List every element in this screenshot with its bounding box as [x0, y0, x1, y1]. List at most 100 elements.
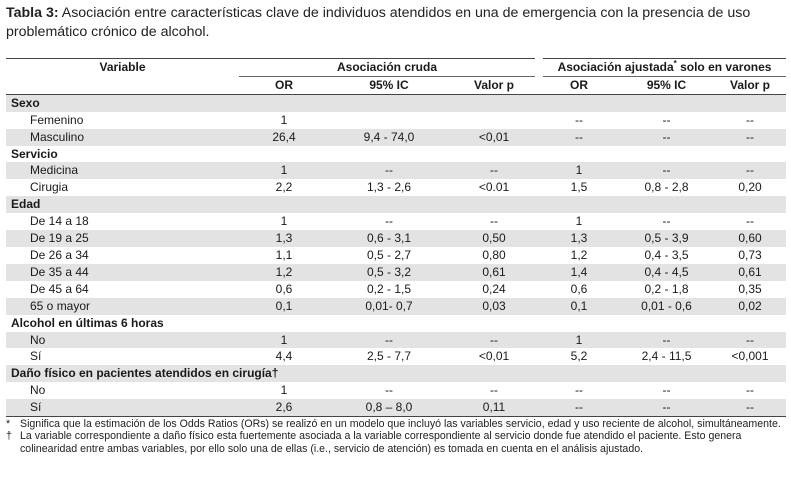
cell-value: 0,2 - 1,5	[366, 281, 412, 296]
footnote-mark: †	[6, 430, 12, 443]
table-row: Masculino 26,4 9,4 - 74,0 <0,01 -- -- --	[6, 128, 787, 146]
cell-value: --	[385, 214, 393, 229]
cell-value: 2,2	[275, 180, 293, 195]
row-label: Sí	[6, 399, 239, 418]
cell-value: 0,4 - 3,5	[644, 247, 689, 262]
header-group-adjusted: Asociación ajustada* solo en varones	[535, 58, 787, 77]
cell-value: --	[746, 214, 755, 229]
cell-value: 0,6	[570, 281, 588, 296]
header-p-crude: Valor p	[449, 76, 540, 95]
cell-value: 1,4	[539, 263, 620, 281]
cell-value: --	[662, 383, 671, 398]
cell-value: 2,4 - 11,5	[641, 349, 692, 364]
footnote-mark-asterisk: *	[673, 59, 677, 68]
cell-value: 1	[539, 162, 620, 180]
section-row: Servicio	[6, 146, 786, 163]
cell-value: 1,3	[239, 230, 329, 247]
header-p-adjusted: Valor p	[714, 76, 787, 95]
row-label: Sí	[30, 349, 42, 364]
cell-value: --	[539, 399, 620, 418]
cell-value: 0,1	[239, 297, 329, 315]
cell-value: 1	[280, 383, 288, 398]
header-row-sub: OR 95% IC Valor p OR 95% IC Valor p	[6, 76, 787, 95]
cell-value: 1	[280, 112, 288, 127]
cell-value: 0,1	[539, 297, 620, 315]
header-ci-adjusted: 95% IC	[619, 76, 715, 95]
cell-value: 0,80	[482, 247, 506, 262]
row-label: Medicina	[6, 162, 239, 180]
header-blank	[6, 76, 239, 95]
row-label: 65 o mayor	[6, 297, 239, 315]
table-row: De 45 a 64 0,6 0,2 - 1,5 0,24 0,6 0,2 - 1,8 0,…	[6, 281, 786, 298]
row-label: Cirugia	[30, 180, 69, 195]
cell-value: 1,5	[570, 180, 588, 195]
cell-value: <0,01	[478, 349, 510, 364]
footnotes: * Significa que la estimación de los Odd…	[6, 418, 786, 455]
table-row: Femenino 1 -- -- --	[6, 112, 786, 129]
cell-value: 9,4 - 74,0	[329, 128, 449, 146]
cell-value: 2,6	[239, 399, 329, 418]
header-variable: Variable	[6, 58, 239, 77]
cell-value: 1	[239, 331, 329, 349]
header-or-crude: OR	[239, 76, 329, 95]
row-label: Masculino	[6, 128, 239, 146]
cell-value: 1	[539, 331, 620, 349]
header-or-adjusted: OR	[539, 76, 620, 95]
cell-value: 0,5 - 3,9	[619, 230, 715, 247]
cell-value: 1	[239, 162, 329, 180]
cell-value: 5,2	[570, 349, 588, 364]
cell-value: --	[662, 112, 671, 127]
cell-value: --	[619, 162, 715, 180]
header-group-adjusted-suffix: solo en varones	[676, 60, 772, 74]
cell-value: 0,01- 0,7	[329, 297, 449, 315]
caption-label: Tabla 3:	[6, 5, 59, 21]
row-label: No	[6, 331, 239, 349]
cell-value: 1,2	[570, 247, 588, 262]
cell-value: 2,5 - 7,7	[366, 349, 412, 364]
cell-value: 1,3 - 2,6	[366, 180, 412, 195]
footnote-text: Significa que la estimación de los Odds …	[20, 418, 781, 430]
cell-value: 0,8 – 8,0	[329, 399, 449, 418]
cell-value: 0,01 - 0,6	[619, 297, 715, 315]
row-label: De 26 a 34	[30, 247, 89, 262]
cell-value: --	[619, 399, 715, 418]
cell-value: --	[490, 214, 498, 229]
row-label: Femenino	[30, 112, 84, 127]
table-row: No 1 -- -- -- -- --	[6, 382, 786, 399]
table-caption: Tabla 3: Asociación entre característica…	[6, 4, 786, 42]
section-row: Daño físico en pacientes atendidos en ci…	[6, 365, 787, 383]
footnote-dagger: † La variable correspondiente a daño fís…	[6, 430, 786, 455]
cell-value: --	[539, 128, 620, 146]
section-title: Daño físico en pacientes atendidos en ci…	[6, 365, 787, 383]
table-row: Sí 2,6 0,8 – 8,0 0,11 -- -- --	[6, 399, 787, 418]
cell-value: 0,2 - 1,8	[644, 281, 689, 296]
header-group-adjusted-label: Asociación ajustada	[557, 60, 674, 74]
footnote-asterisk: * Significa que la estimación de los Odd…	[6, 418, 786, 430]
cell-value: --	[714, 331, 787, 349]
table-row: De 14 a 18 1 -- -- 1 -- --	[6, 213, 786, 230]
cell-value: 0,5 - 3,2	[329, 263, 449, 281]
cell-value: --	[746, 112, 755, 127]
cell-value: --	[449, 162, 540, 180]
caption-text: Asociación entre características clave d…	[6, 5, 751, 40]
cell-value: --	[490, 383, 498, 398]
cell-value: 0,61	[714, 263, 787, 281]
cell-value: --	[575, 112, 584, 127]
section-row: Alcohol en últimas 6 horas	[6, 315, 786, 332]
cell-value: --	[619, 128, 715, 146]
cell-value: 0,8 - 2,8	[644, 180, 689, 195]
cell-value: 0,73	[738, 247, 762, 262]
section-title: Servicio	[11, 146, 58, 161]
cell-value: 0,60	[714, 230, 787, 247]
cell-value: --	[714, 128, 787, 146]
table-row: De 35 a 44 1,2 0,5 - 3,2 0,61 1,4 0,4 - 4,5 0,…	[6, 263, 787, 281]
row-label: No	[30, 383, 46, 398]
section-title: Edad	[6, 196, 787, 214]
cell-value: 0,20	[738, 180, 762, 195]
cell-value: --	[746, 383, 755, 398]
cell-value: 1	[280, 214, 288, 229]
cell-value: 0,61	[449, 263, 540, 281]
section-title: Alcohol en últimas 6 horas	[11, 315, 164, 330]
cell-value: 0,50	[449, 230, 540, 247]
header-ci-crude: 95% IC	[329, 76, 449, 95]
